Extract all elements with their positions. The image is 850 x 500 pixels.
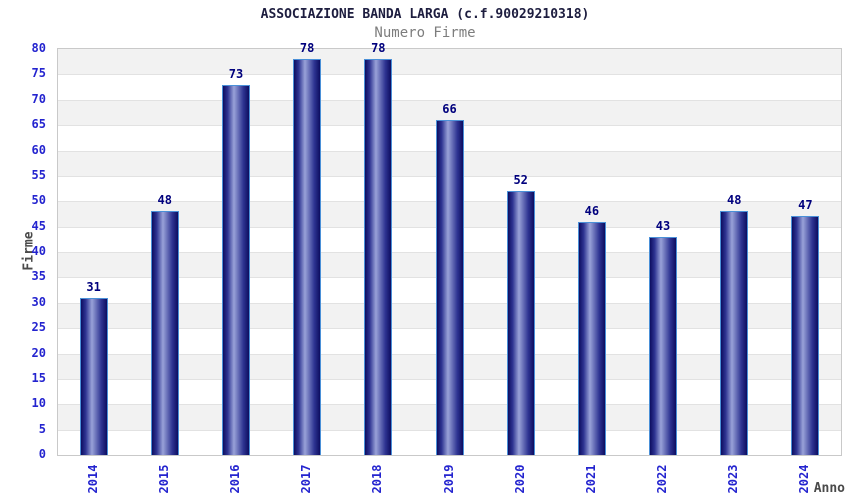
- bar: [791, 216, 820, 455]
- x-tick-label: 2016: [227, 464, 242, 494]
- x-tick-label: 2018: [370, 464, 385, 494]
- bar: [79, 297, 108, 455]
- y-tick-label: 10: [31, 396, 46, 411]
- bar-value-label: 78: [371, 41, 386, 56]
- bar: [435, 120, 464, 455]
- gridline: [58, 74, 841, 76]
- bar-value-label: 31: [86, 279, 101, 294]
- x-tick-label: 2023: [726, 464, 741, 494]
- bar-value-label: 43: [655, 218, 671, 233]
- x-tick-label: 2022: [655, 464, 670, 494]
- x-tick-label: 2024: [797, 464, 812, 494]
- y-tick-label: 45: [31, 218, 46, 233]
- y-tick-label: 75: [31, 66, 46, 81]
- y-tick-label: 0: [38, 447, 46, 461]
- grid-band: [58, 49, 841, 75]
- bar-value-label: 66: [442, 102, 457, 117]
- y-tick-label: 50: [31, 193, 46, 208]
- bar-value-label: 46: [584, 203, 600, 218]
- y-tick-label: 20: [31, 345, 46, 360]
- bar-value-label: 73: [228, 66, 244, 81]
- gridline: [58, 99, 841, 101]
- y-tick-label: 15: [31, 370, 46, 385]
- bar: [364, 59, 393, 455]
- x-tick-label: 2017: [299, 464, 314, 494]
- bar-value-label: 52: [513, 173, 528, 188]
- y-axis: 0 5 10 15 20 25 30 35 40 45 50 55 60 65 70 75 80: [0, 41, 50, 461]
- plot-area: 31 48 73 78 78 66 52 46 43 48 47: [57, 41, 842, 456]
- bar: [150, 211, 179, 455]
- x-tick-label: 2014: [85, 464, 100, 494]
- y-tick-label: 65: [31, 117, 46, 132]
- bar-value-label: 78: [299, 41, 315, 56]
- x-axis-title: Anno: [813, 481, 845, 496]
- y-tick-label: 5: [38, 421, 46, 436]
- y-tick-label: 30: [31, 294, 46, 309]
- x-tick-label: 2019: [441, 464, 456, 494]
- bar: [649, 236, 678, 455]
- y-tick-label: 80: [31, 41, 46, 55]
- chart-subtitle: Numero Firme: [374, 25, 476, 41]
- bar-value-label: 47: [798, 198, 813, 213]
- chart-title: ASSOCIAZIONE BANDA LARGA (c.f.9002921031…: [260, 7, 590, 22]
- y-tick-label: 60: [31, 142, 46, 157]
- x-tick-label: 2021: [583, 464, 598, 494]
- bar: [577, 221, 606, 455]
- y-tick-label: 55: [31, 167, 46, 182]
- y-tick-label: 25: [31, 320, 46, 335]
- x-tick-label: 2015: [156, 464, 171, 494]
- bar: [720, 211, 749, 455]
- y-tick-label: 70: [31, 91, 46, 106]
- bar-value-label: 48: [726, 193, 742, 208]
- x-tick-label: 2020: [512, 464, 527, 494]
- y-tick-label: 35: [31, 269, 46, 284]
- bar-value-label: 48: [157, 193, 172, 208]
- y-tick-label: 40: [31, 244, 46, 258]
- bar: [293, 59, 322, 455]
- x-axis: 2014 2015 2016 2017 2018 2019 2020 2021 2022 2023…: [57, 454, 840, 500]
- bar: [221, 84, 250, 455]
- bar: [506, 191, 535, 455]
